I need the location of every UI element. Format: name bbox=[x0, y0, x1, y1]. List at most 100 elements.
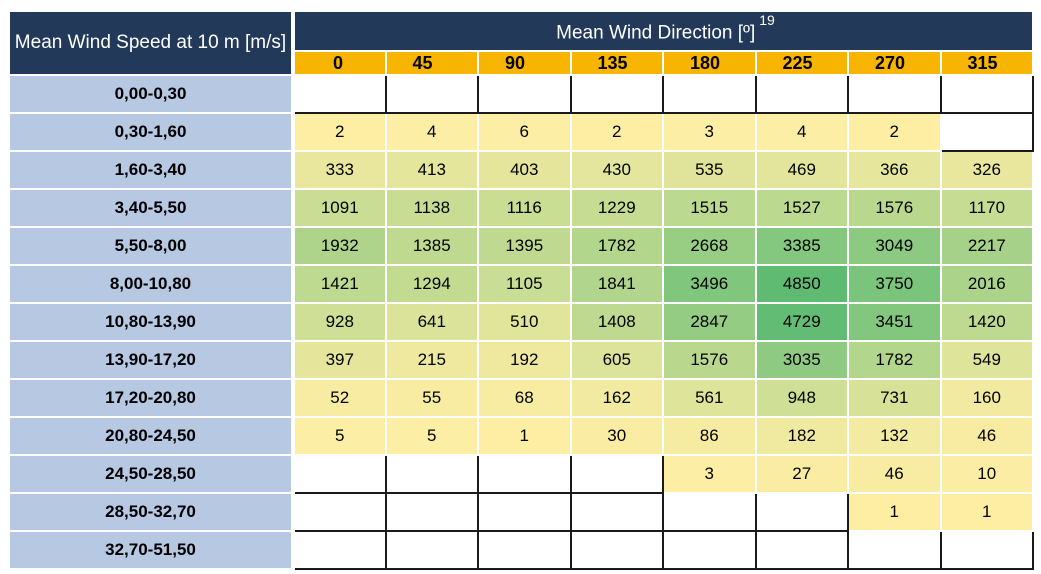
frequency-cell: 1576 bbox=[847, 188, 942, 228]
wind-speed-range: 0,30-1,60 bbox=[8, 112, 295, 152]
frequency-cell bbox=[384, 530, 479, 570]
direction-header-cell: 225 bbox=[754, 50, 849, 76]
frequency-cell: 1408 bbox=[569, 302, 664, 342]
frequency-cell bbox=[662, 492, 757, 532]
frequency-cell bbox=[477, 454, 572, 494]
frequency-cell: 68 bbox=[477, 378, 572, 418]
frequency-cell bbox=[754, 492, 849, 532]
frequency-cell bbox=[847, 74, 942, 114]
frequency-cell: 1515 bbox=[662, 188, 757, 228]
frequency-cell: 1421 bbox=[292, 264, 387, 304]
frequency-cell: 2 bbox=[847, 112, 942, 152]
frequency-cell: 3385 bbox=[754, 226, 849, 266]
frequency-cell bbox=[754, 74, 849, 114]
wind-speed-header: Mean Wind Speed at 10 m [m/s] bbox=[8, 10, 295, 76]
frequency-cell: 1105 bbox=[477, 264, 572, 304]
frequency-cell: 535 bbox=[662, 150, 757, 190]
frequency-cell: 510 bbox=[477, 302, 572, 342]
wind-speed-range: 0,00-0,30 bbox=[8, 74, 295, 114]
frequency-cell: 1091 bbox=[292, 188, 387, 228]
wind-speed-range: 5,50-8,00 bbox=[8, 226, 295, 266]
frequency-cell: 2668 bbox=[662, 226, 757, 266]
frequency-cell bbox=[569, 492, 664, 532]
frequency-cell: 215 bbox=[384, 340, 479, 380]
frequency-cell bbox=[569, 74, 664, 114]
wind-speed-range: 28,50-32,70 bbox=[8, 492, 295, 532]
frequency-cell bbox=[569, 454, 664, 494]
frequency-cell: 1 bbox=[939, 492, 1034, 532]
table-body: 0,00-0,30 0,30-1,60 2 4 6 2 3 4 2 1,60-3,40 333 413… bbox=[8, 74, 1034, 570]
frequency-cell: 5 bbox=[384, 416, 479, 456]
table-row: 28,50-32,70 1 1 bbox=[8, 492, 1034, 532]
frequency-cell bbox=[939, 74, 1034, 114]
frequency-cell: 27 bbox=[754, 454, 849, 494]
frequency-cell: 30 bbox=[569, 416, 664, 456]
frequency-cell bbox=[477, 74, 572, 114]
frequency-cell bbox=[477, 492, 572, 532]
frequency-cell: 2847 bbox=[662, 302, 757, 342]
frequency-cell: 731 bbox=[847, 378, 942, 418]
direction-header-cell: 180 bbox=[662, 50, 757, 76]
wind-frequency-table: Mean Wind Speed at 10 m [m/s] Mean Wind … bbox=[8, 10, 1034, 570]
frequency-cell: 4729 bbox=[754, 302, 849, 342]
wind-speed-range: 13,90-17,20 bbox=[8, 340, 295, 380]
frequency-cell bbox=[847, 530, 942, 570]
frequency-cell: 3049 bbox=[847, 226, 942, 266]
frequency-cell bbox=[939, 112, 1034, 152]
direction-header-cell: 315 bbox=[939, 50, 1034, 76]
direction-header-cell: 0 bbox=[292, 50, 387, 76]
frequency-cell: 3496 bbox=[662, 264, 757, 304]
frequency-cell: 605 bbox=[569, 340, 664, 380]
table-row: 20,80-24,50 5 5 1 30 86 182 132 46 bbox=[8, 416, 1034, 456]
frequency-cell bbox=[569, 530, 664, 570]
frequency-cell: 326 bbox=[939, 150, 1034, 190]
frequency-cell: 430 bbox=[569, 150, 664, 190]
frequency-cell: 1782 bbox=[847, 340, 942, 380]
direction-header-cell: 270 bbox=[847, 50, 942, 76]
frequency-cell: 1932 bbox=[292, 226, 387, 266]
frequency-cell bbox=[292, 74, 387, 114]
frequency-cell: 1138 bbox=[384, 188, 479, 228]
table-row: 0,00-0,30 bbox=[8, 74, 1034, 114]
wind-speed-range: 1,60-3,40 bbox=[8, 150, 295, 190]
wind-speed-range: 8,00-10,80 bbox=[8, 264, 295, 304]
frequency-cell: 4850 bbox=[754, 264, 849, 304]
frequency-cell bbox=[384, 492, 479, 532]
wind-direction-header: Mean Wind Direction [º]19 bbox=[292, 10, 1034, 52]
frequency-cell: 160 bbox=[939, 378, 1034, 418]
frequency-cell: 928 bbox=[292, 302, 387, 342]
direction-header-cell: 45 bbox=[384, 50, 479, 76]
frequency-cell: 4 bbox=[754, 112, 849, 152]
direction-row: 0 45 90 135 180 225 270 315 bbox=[9, 50, 1034, 76]
frequency-cell: 2 bbox=[569, 112, 664, 152]
frequency-cell: 561 bbox=[662, 378, 757, 418]
table-row: 13,90-17,20 397 215 192 605 1576 3035 1782 549 bbox=[8, 340, 1034, 380]
frequency-cell: 1294 bbox=[384, 264, 479, 304]
table-row: 8,00-10,80 1421 1294 1105 1841 3496 4850 3750 20… bbox=[8, 264, 1034, 304]
frequency-cell: 1841 bbox=[569, 264, 664, 304]
table-row: 32,70-51,50 bbox=[8, 530, 1034, 570]
table-row: 17,20-20,80 52 55 68 162 561 948 731 160 bbox=[8, 378, 1034, 418]
frequency-cell: 3451 bbox=[847, 302, 942, 342]
frequency-cell: 162 bbox=[569, 378, 664, 418]
frequency-cell: 3750 bbox=[847, 264, 942, 304]
frequency-cell: 1782 bbox=[569, 226, 664, 266]
frequency-cell: 333 bbox=[292, 150, 387, 190]
frequency-cell: 641 bbox=[384, 302, 479, 342]
frequency-cell: 1395 bbox=[477, 226, 572, 266]
wind-speed-range: 17,20-20,80 bbox=[8, 378, 295, 418]
frequency-cell: 6 bbox=[477, 112, 572, 152]
frequency-cell: 1527 bbox=[754, 188, 849, 228]
frequency-cell: 3 bbox=[662, 454, 757, 494]
frequency-cell bbox=[292, 530, 387, 570]
header-row: Mean Wind Speed at 10 m [m/s] Mean Wind … bbox=[8, 10, 1034, 76]
frequency-cell: 1170 bbox=[939, 188, 1034, 228]
frequency-cell: 469 bbox=[754, 150, 849, 190]
frequency-cell bbox=[384, 74, 479, 114]
frequency-cell: 46 bbox=[847, 454, 942, 494]
wind-direction-header-label: Mean Wind Direction [º] bbox=[556, 22, 756, 44]
wind-speed-range: 10,80-13,90 bbox=[8, 302, 295, 342]
table-row: 10,80-13,90 928 641 510 1408 2847 4729 3451 1420 bbox=[8, 302, 1034, 342]
table-row: 0,30-1,60 2 4 6 2 3 4 2 bbox=[8, 112, 1034, 152]
frequency-cell: 1116 bbox=[477, 188, 572, 228]
